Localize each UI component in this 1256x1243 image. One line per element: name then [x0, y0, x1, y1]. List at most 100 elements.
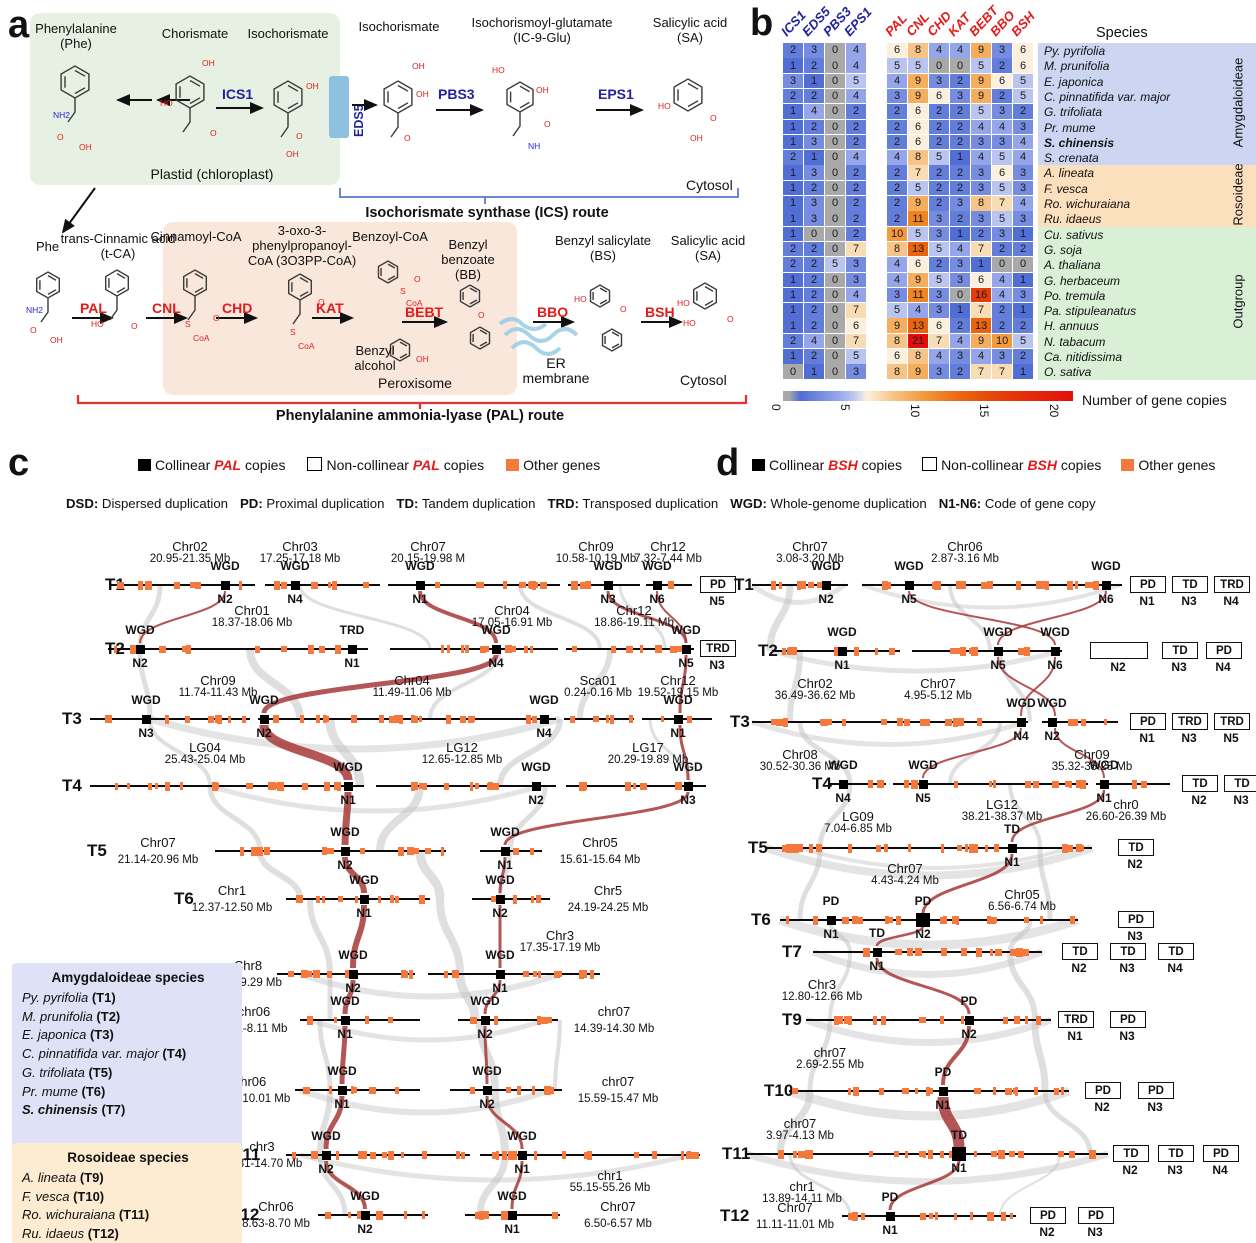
collinear-copy-marker: [348, 969, 358, 979]
synteny-ribbon-red: [997, 656, 1056, 717]
gene-copy-code: N2: [345, 981, 361, 995]
heatmap-cell: 2: [950, 318, 971, 333]
synteny-ribbon-red: [606, 590, 688, 644]
gene-mark: [311, 1151, 319, 1159]
gene-mark: [1132, 779, 1138, 789]
group-band: [1038, 165, 1256, 227]
gene-mark: [240, 846, 245, 856]
molecule-bond: [280, 113, 289, 138]
duplication-type-label: WGD: [481, 623, 511, 637]
gene-mark: [692, 1151, 699, 1159]
gene-copy-code: N2: [961, 1027, 977, 1041]
gene-mark: [242, 715, 247, 723]
heatmap-cell: 2: [929, 134, 950, 150]
synteny-ribbon-gray: [998, 650, 1032, 723]
gene-mark: [165, 781, 171, 791]
gene-mark: [1017, 647, 1025, 655]
chromosome-range: 11.74-11.43 Mb: [178, 687, 258, 699]
heatmap-cell: 1: [783, 211, 804, 226]
duplication-box: PD: [700, 576, 736, 593]
molecule-atom-label: O: [30, 325, 37, 335]
gene-mark: [1066, 844, 1074, 852]
heatmap-cell: 4: [950, 43, 971, 58]
heatmap-cell: 3: [992, 134, 1013, 150]
heatmap-cell: 2: [992, 303, 1013, 318]
colorbar-tick: 5: [838, 404, 852, 411]
gene-mark: [940, 843, 944, 853]
duplication-type-label: WGD: [671, 623, 701, 637]
gene-mark: [949, 648, 957, 654]
gene-mark: [544, 1085, 552, 1095]
heatmap-cell: 0: [825, 211, 846, 226]
collinear-copy-marker: [1016, 717, 1026, 727]
chromosome-range: 4.95-5.12 Mb: [904, 690, 972, 702]
synteny-ribbon-gray: [518, 584, 602, 650]
other-genes-swatch: Other genes: [1121, 457, 1215, 473]
heatmap-cell: 16: [971, 287, 992, 303]
heatmap-cell: 3: [929, 73, 950, 89]
synteny-ribbon-gray: [553, 1019, 562, 1091]
chromosome-line: [110, 583, 255, 587]
gene-copy-code: N2: [217, 592, 233, 606]
chromosome-line: [265, 583, 380, 587]
metabolite-chorismate: Chorismate: [161, 26, 229, 41]
molecule-structure: [389, 338, 411, 362]
chromosome-line: [258, 717, 556, 721]
gene-mark: [1024, 780, 1031, 788]
gene-mark: [1036, 1015, 1042, 1025]
heatmap-cell: 2: [804, 349, 825, 364]
species-label: Py. pyrifolia: [1044, 44, 1106, 58]
heatmap-cell: 2: [804, 272, 825, 287]
heatmap-cell: 2: [929, 104, 950, 119]
gene-mark: [918, 1017, 926, 1023]
gene-mark: [894, 1151, 900, 1157]
heatmap-cell: 1: [783, 287, 804, 303]
gene-mark: [960, 1016, 964, 1024]
chromosome-range: 13.89-14.11 Mb: [762, 1193, 842, 1205]
collinear-copy-marker: [885, 1211, 895, 1221]
chromosome-range: 3.08-3.20 Mb: [776, 553, 844, 565]
chromosome-range: 7.04-6.85 Mb: [824, 823, 892, 835]
heatmap-cell: 5: [992, 180, 1013, 196]
heatmap-cell: 0: [825, 58, 846, 73]
chromosome-range: 10.58-10.19 Mb: [555, 553, 637, 565]
synteny-ribbon-gray: [207, 785, 263, 852]
collinear-swatch: Collinear PAL copies: [138, 457, 285, 473]
molecule-atom-label: O: [404, 133, 411, 143]
gene-mark: [960, 647, 964, 655]
heatmap-cell: 0: [825, 364, 846, 379]
gene-mark: [771, 719, 778, 725]
duplication-type-label: WGD: [131, 693, 161, 707]
heatmap-cell: 9: [971, 73, 992, 89]
heatmap-cell: 11: [908, 287, 929, 303]
collinear-copy-marker: [337, 1085, 347, 1095]
gene-mark: [422, 1151, 428, 1159]
duplication-box: TD: [1118, 839, 1154, 856]
heatmap-cell: 4: [887, 150, 908, 165]
abbr-definition: Proximal duplication: [262, 496, 385, 511]
species-label: A. lineata: [1044, 166, 1095, 181]
gene-mark: [533, 971, 538, 977]
heatmap-cell: 0: [1013, 257, 1034, 272]
gene-mark: [358, 1151, 363, 1159]
gene-mark: [686, 715, 692, 723]
synteny-ribbon-gray: [257, 850, 303, 900]
gene-mark: [992, 1087, 996, 1095]
chromosome-line: [806, 1018, 1051, 1022]
gene-mark: [654, 645, 662, 653]
gene-copy-code: N3: [1167, 1163, 1183, 1177]
heatmap-cell: 4: [1013, 150, 1034, 165]
heatmap-cell: 0: [825, 226, 846, 242]
molecule-bond: [512, 112, 521, 137]
gene-mark: [350, 715, 357, 723]
gene-mark: [905, 1150, 909, 1158]
heatmap-cell: 2: [950, 104, 971, 119]
metabolite-isochorismate-plastid: Isochorismate: [247, 26, 329, 41]
chromosome-label: Chr06: [258, 1199, 294, 1214]
species-label: Ro. wichuraiana: [1044, 197, 1131, 211]
synteny-arc-gray: [298, 1087, 552, 1116]
gene-mark: [318, 645, 323, 653]
heatmap-cell: 5: [887, 58, 908, 73]
heatmap-cell: 2: [887, 119, 908, 134]
molecule-atom-label: OH: [416, 89, 429, 99]
